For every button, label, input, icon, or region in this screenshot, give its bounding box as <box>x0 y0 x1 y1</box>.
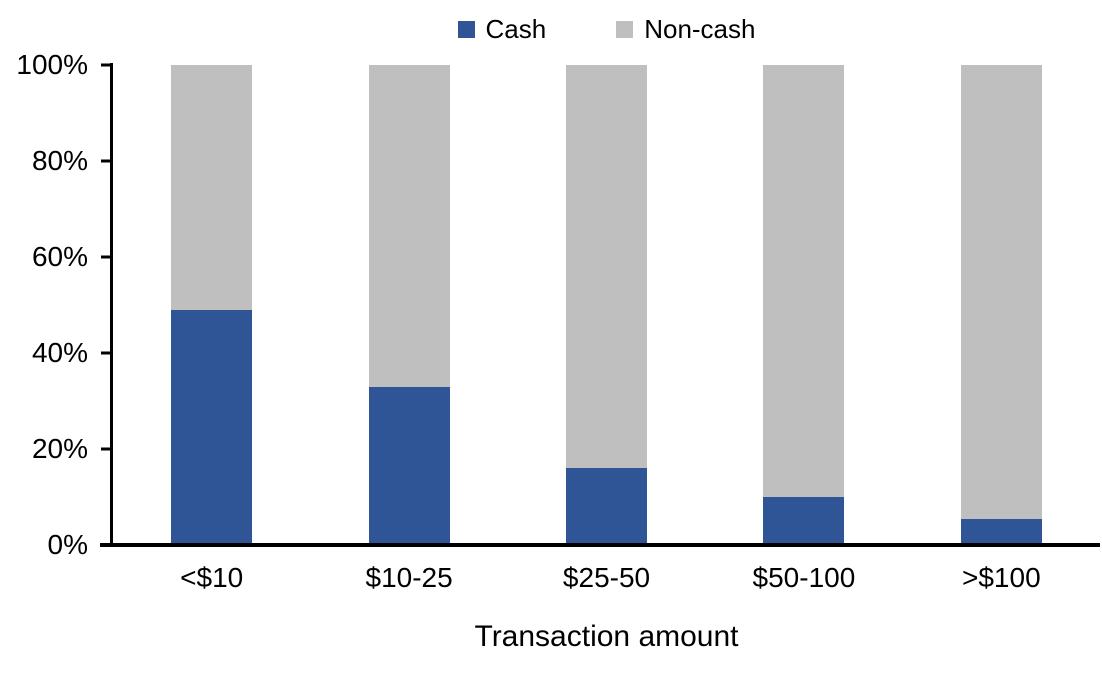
legend-item-non-cash: Non-cash <box>616 16 755 42</box>
x-axis-title: Transaction amount <box>474 620 739 653</box>
y-axis-line <box>110 63 113 547</box>
non-cash-legend-label: Non-cash <box>644 14 756 44</box>
bar-segment-non-cash-10 <box>171 65 253 310</box>
y-tick-label-100: 100% <box>16 49 88 80</box>
bar-segment-cash-100 <box>960 518 1042 545</box>
x-tick-label-10: <$10 <box>180 562 244 593</box>
bar-group-100 <box>903 65 1100 545</box>
plot-area <box>113 65 1100 545</box>
x-tick-label-50-100: $50-100 <box>752 562 856 593</box>
y-tick-label-20: 20% <box>31 433 88 464</box>
x-tick-label-10-25: $10-25 <box>365 562 453 593</box>
bar-segment-non-cash-10-25 <box>368 65 450 387</box>
bar-group-10-25 <box>310 65 507 545</box>
x-tick-label-100: >$100 <box>962 562 1041 593</box>
legend: Cash Non-cash <box>113 12 1100 46</box>
bar-segment-cash-50-100 <box>763 497 845 545</box>
x-tick-label-25-50: $25-50 <box>562 562 651 593</box>
x-axis-line <box>100 543 1100 547</box>
y-tick-mark-60 <box>101 255 113 259</box>
bar-segment-cash-10-25 <box>368 386 450 545</box>
bar-segment-non-cash-100 <box>960 65 1042 519</box>
y-axis-tick-labels: 0% 20% 40% 60% 80% 100% <box>0 51 88 559</box>
bar-segment-non-cash-50-100 <box>763 65 845 497</box>
y-tick-label-80: 80% <box>31 145 88 176</box>
y-tick-mark-20 <box>101 447 113 451</box>
y-tick-mark-40 <box>101 351 113 355</box>
y-tick-label-40: 40% <box>31 337 88 368</box>
legend-item-cash: Cash <box>457 14 547 44</box>
bar-segment-cash-10 <box>171 309 253 545</box>
bar-group-10 <box>113 65 310 545</box>
cash-legend-label: Cash <box>485 14 547 44</box>
y-tick-label-0: 0% <box>47 529 88 560</box>
bar-segment-cash-25-50 <box>566 468 647 545</box>
y-tick-mark-80 <box>101 159 113 163</box>
y-tick-mark-100 <box>101 63 113 67</box>
x-axis-labels: <$10 $10-25 $25-50 $50-100 >$100 <box>113 563 1100 593</box>
y-tick-label-60: 60% <box>31 241 88 272</box>
bar-segment-non-cash-25-50 <box>566 65 647 469</box>
bar-group-50-100 <box>705 65 902 545</box>
cash-legend-swatch <box>457 20 475 38</box>
bar-group-25-50 <box>508 65 705 545</box>
non-cash-legend-swatch <box>616 20 634 38</box>
